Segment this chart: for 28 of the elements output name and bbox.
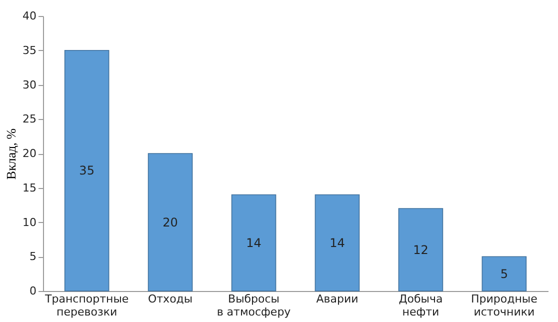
data-label: 14 bbox=[330, 236, 345, 250]
y-tick-label: 5 bbox=[30, 250, 36, 264]
y-tick-label: 40 bbox=[22, 10, 36, 22]
bar bbox=[148, 153, 193, 292]
x-tick-label: Природные источники bbox=[470, 292, 538, 318]
y-tick-label: 35 bbox=[22, 44, 36, 57]
data-label: 5 bbox=[500, 266, 508, 281]
x-tick-label: Транспортные перевозки bbox=[44, 292, 129, 318]
bar bbox=[314, 194, 360, 292]
bar bbox=[231, 194, 276, 292]
x-tick-label: Аварии bbox=[316, 292, 358, 306]
y-tick-label: 20 bbox=[22, 147, 36, 160]
y-tick-label: 10 bbox=[22, 216, 36, 229]
y-tick-label: 30 bbox=[22, 78, 36, 92]
y-tick-label: 0 bbox=[30, 284, 36, 298]
data-label: 12 bbox=[413, 242, 428, 257]
x-tick-label: Отходы bbox=[148, 292, 193, 306]
data-label: 14 bbox=[246, 236, 262, 250]
y-axis-title: Вклад, % bbox=[4, 128, 19, 180]
y-tick-label: 25 bbox=[22, 112, 36, 126]
data-label: 35 bbox=[79, 164, 94, 178]
x-tick-label: Выбросы в атмосферу bbox=[216, 292, 292, 318]
x-tick-label: Добыча нефти bbox=[398, 292, 443, 318]
y-tick-label: 15 bbox=[22, 181, 36, 194]
bar bbox=[398, 208, 444, 292]
bar bbox=[64, 50, 110, 292]
bar bbox=[482, 256, 527, 292]
data-label: 20 bbox=[162, 215, 178, 230]
